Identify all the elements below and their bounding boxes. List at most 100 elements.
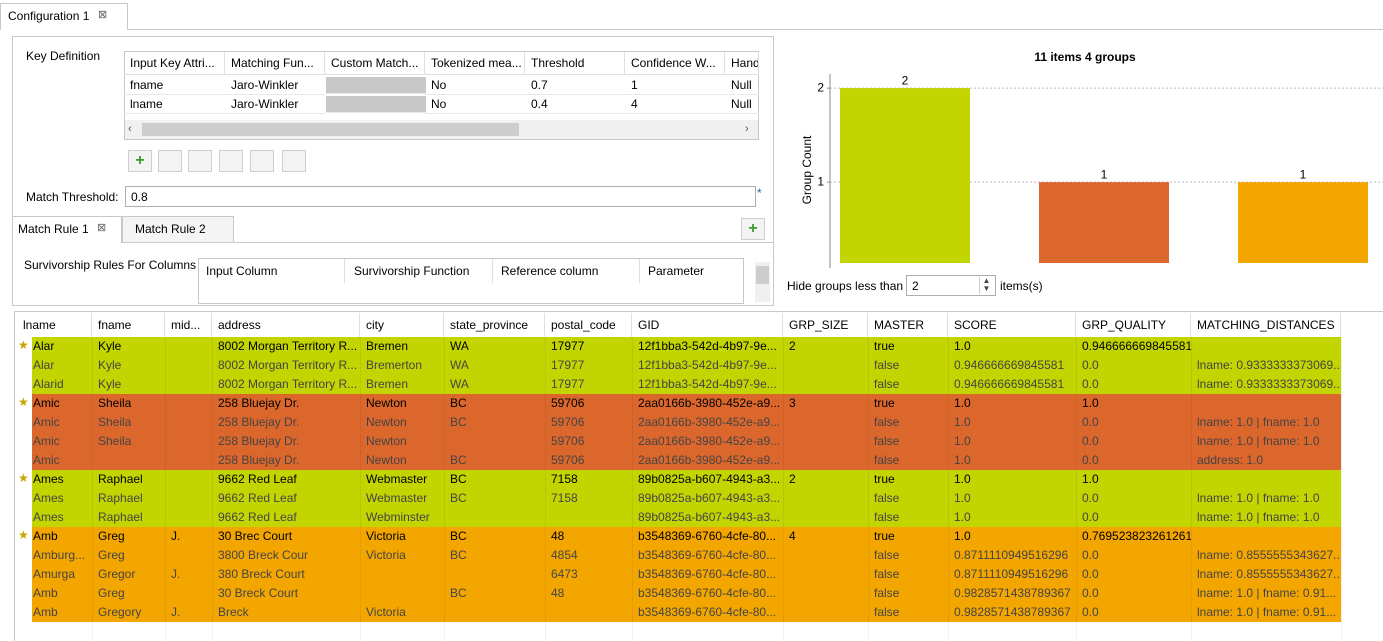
table-cell[interactable]: 8002 Morgan Territory R...	[218, 377, 358, 391]
table-cell[interactable]: lname	[124, 95, 225, 114]
table-cell[interactable]: Greg	[98, 529, 125, 543]
table-cell[interactable]: true	[874, 339, 895, 353]
table-cell[interactable]: 8002 Morgan Territory R...	[218, 339, 358, 353]
row-background[interactable]	[32, 375, 1341, 394]
row-background[interactable]	[32, 489, 1341, 508]
table-cell[interactable]: false	[874, 434, 900, 448]
table-cell[interactable]: 2aa0166b-3980-452e-a9...	[638, 415, 781, 429]
table-cell[interactable]: 59706	[551, 396, 585, 410]
table-cell[interactable]: 0.0	[1082, 548, 1099, 562]
tab-title[interactable]: Configuration 1	[8, 9, 90, 23]
table-cell[interactable]: lname: 0.9333333373069...	[1197, 358, 1341, 372]
table-cell[interactable]: 1.0	[954, 529, 971, 543]
table-cell[interactable]: Jaro-Winkler	[225, 95, 325, 114]
table-cell[interactable]: 2	[789, 339, 796, 353]
table-cell[interactable]: J.	[171, 605, 181, 619]
table-cell[interactable]: b3548369-6760-4cfe-80...	[638, 548, 777, 562]
table-cell[interactable]: 258 Bluejay Dr.	[218, 434, 300, 448]
v-scroll-thumb[interactable]	[756, 266, 769, 284]
table-cell[interactable]: lname: 1.0 | fname: 1.0	[1197, 510, 1320, 524]
table-cell[interactable]: BC	[450, 586, 467, 600]
table-cell[interactable]: fname	[124, 76, 225, 95]
table-cell[interactable]: false	[874, 605, 900, 619]
threshold-input[interactable]	[125, 186, 756, 207]
table-cell[interactable]: BC	[450, 453, 467, 467]
table-cell[interactable]: Webminster	[366, 510, 430, 524]
scroll-thumb[interactable]	[142, 123, 519, 136]
table-cell[interactable]: 9662 Red Leaf	[218, 491, 297, 505]
table-cell[interactable]: J.	[171, 529, 181, 543]
table-cell[interactable]: BC	[450, 415, 467, 429]
table-cell[interactable]: true	[874, 472, 895, 486]
down-button[interactable]	[219, 150, 243, 172]
table-cell[interactable]: 0.946666669845581	[954, 358, 1065, 372]
table-cell[interactable]: b3548369-6760-4cfe-80...	[638, 529, 777, 543]
row-background[interactable]	[32, 470, 1341, 489]
table-cell[interactable]: WA	[450, 377, 469, 391]
table-cell[interactable]: BC	[450, 472, 467, 486]
table-cell[interactable]: Alar	[33, 358, 55, 372]
table-cell[interactable]: Bremerton	[366, 358, 423, 372]
table-cell[interactable]: Ames	[33, 472, 64, 486]
table-cell[interactable]: 12f1bba3-542d-4b97-9e...	[638, 358, 777, 372]
table-cell[interactable]: Kyle	[98, 377, 122, 391]
table-cell[interactable]: 89b0825a-b607-4943-a3...	[638, 510, 781, 524]
table-cell[interactable]: 59706	[551, 453, 585, 467]
rule-tab-label[interactable]: Match Rule 1	[18, 222, 89, 236]
table-cell[interactable]: Newton	[366, 453, 407, 467]
table-cell[interactable]: 258 Bluejay Dr.	[218, 453, 300, 467]
table-cell[interactable]: 89b0825a-b607-4943-a3...	[638, 491, 781, 505]
table-cell[interactable]: false	[874, 586, 900, 600]
table-cell[interactable]: 2	[789, 472, 796, 486]
table-cell[interactable]: address: 1.0	[1197, 453, 1264, 467]
row-background[interactable]	[32, 508, 1341, 527]
table-cell[interactable]: false	[874, 358, 900, 372]
table-cell[interactable]: 59706	[551, 415, 585, 429]
table-cell[interactable]: 1.0	[954, 453, 971, 467]
threshold-value[interactable]: 0.8	[131, 190, 148, 204]
row-background[interactable]	[32, 356, 1341, 375]
rule-tab-active[interactable]	[12, 216, 122, 243]
table-cell[interactable]: Raphael	[98, 491, 143, 505]
table-cell[interactable]: Breck	[218, 605, 249, 619]
row-background[interactable]	[32, 451, 1341, 470]
table-cell[interactable]: true	[874, 529, 895, 543]
table-cell[interactable]: b3548369-6760-4cfe-80...	[638, 605, 777, 619]
table-cell[interactable]: 17977	[551, 358, 585, 372]
table-cell[interactable]: false	[874, 453, 900, 467]
table-cell[interactable]: BC	[450, 529, 467, 543]
row-background[interactable]	[32, 546, 1341, 565]
table-cell[interactable]: 0.7	[525, 76, 625, 95]
table-cell[interactable]: 0.0	[1082, 358, 1099, 372]
table-cell[interactable]: Victoria	[366, 548, 406, 562]
table-cell[interactable]: 0.0	[1082, 491, 1099, 505]
table-cell[interactable]: 1.0	[954, 472, 971, 486]
hide-spinner[interactable]	[906, 275, 996, 296]
table-cell[interactable]: Amurga	[33, 567, 76, 581]
table-cell[interactable]: lname: 1.0 | fname: 0.91...	[1197, 605, 1337, 619]
table-cell[interactable]: 0.0	[1082, 415, 1099, 429]
table-cell[interactable]: 2aa0166b-3980-452e-a9...	[638, 453, 781, 467]
row-background[interactable]	[32, 603, 1341, 622]
scroll-left[interactable]: ‹	[128, 123, 132, 135]
table-cell[interactable]: 0.0	[1082, 453, 1099, 467]
table-cell[interactable]: 7158	[551, 472, 578, 486]
scroll-right[interactable]: ›	[745, 123, 749, 135]
table-cell[interactable]: Victoria	[366, 605, 406, 619]
table-cell[interactable]: Null	[725, 95, 759, 114]
table-cell[interactable]: 48	[551, 529, 565, 543]
table-cell[interactable]: Raphael	[98, 472, 143, 486]
table-cell[interactable]: No	[425, 76, 525, 95]
table-cell[interactable]: J.	[171, 567, 181, 581]
table-cell[interactable]: 7158	[551, 491, 578, 505]
table-cell[interactable]: Webmaster	[366, 491, 428, 505]
table-cell[interactable]: 4	[625, 95, 725, 114]
table-cell[interactable]: lname: 0.8555555343627...	[1197, 567, 1341, 581]
table-cell[interactable]: 3800 Breck Cour	[218, 548, 309, 562]
table-cell[interactable]: 3	[789, 396, 796, 410]
table-cell[interactable]: Newton	[366, 396, 407, 410]
table-cell[interactable]: BC	[450, 491, 467, 505]
spinner-arrows[interactable]: ▲ ▼	[979, 277, 993, 294]
table-cell[interactable]: Raphael	[98, 510, 143, 524]
remove-button[interactable]	[158, 150, 182, 172]
